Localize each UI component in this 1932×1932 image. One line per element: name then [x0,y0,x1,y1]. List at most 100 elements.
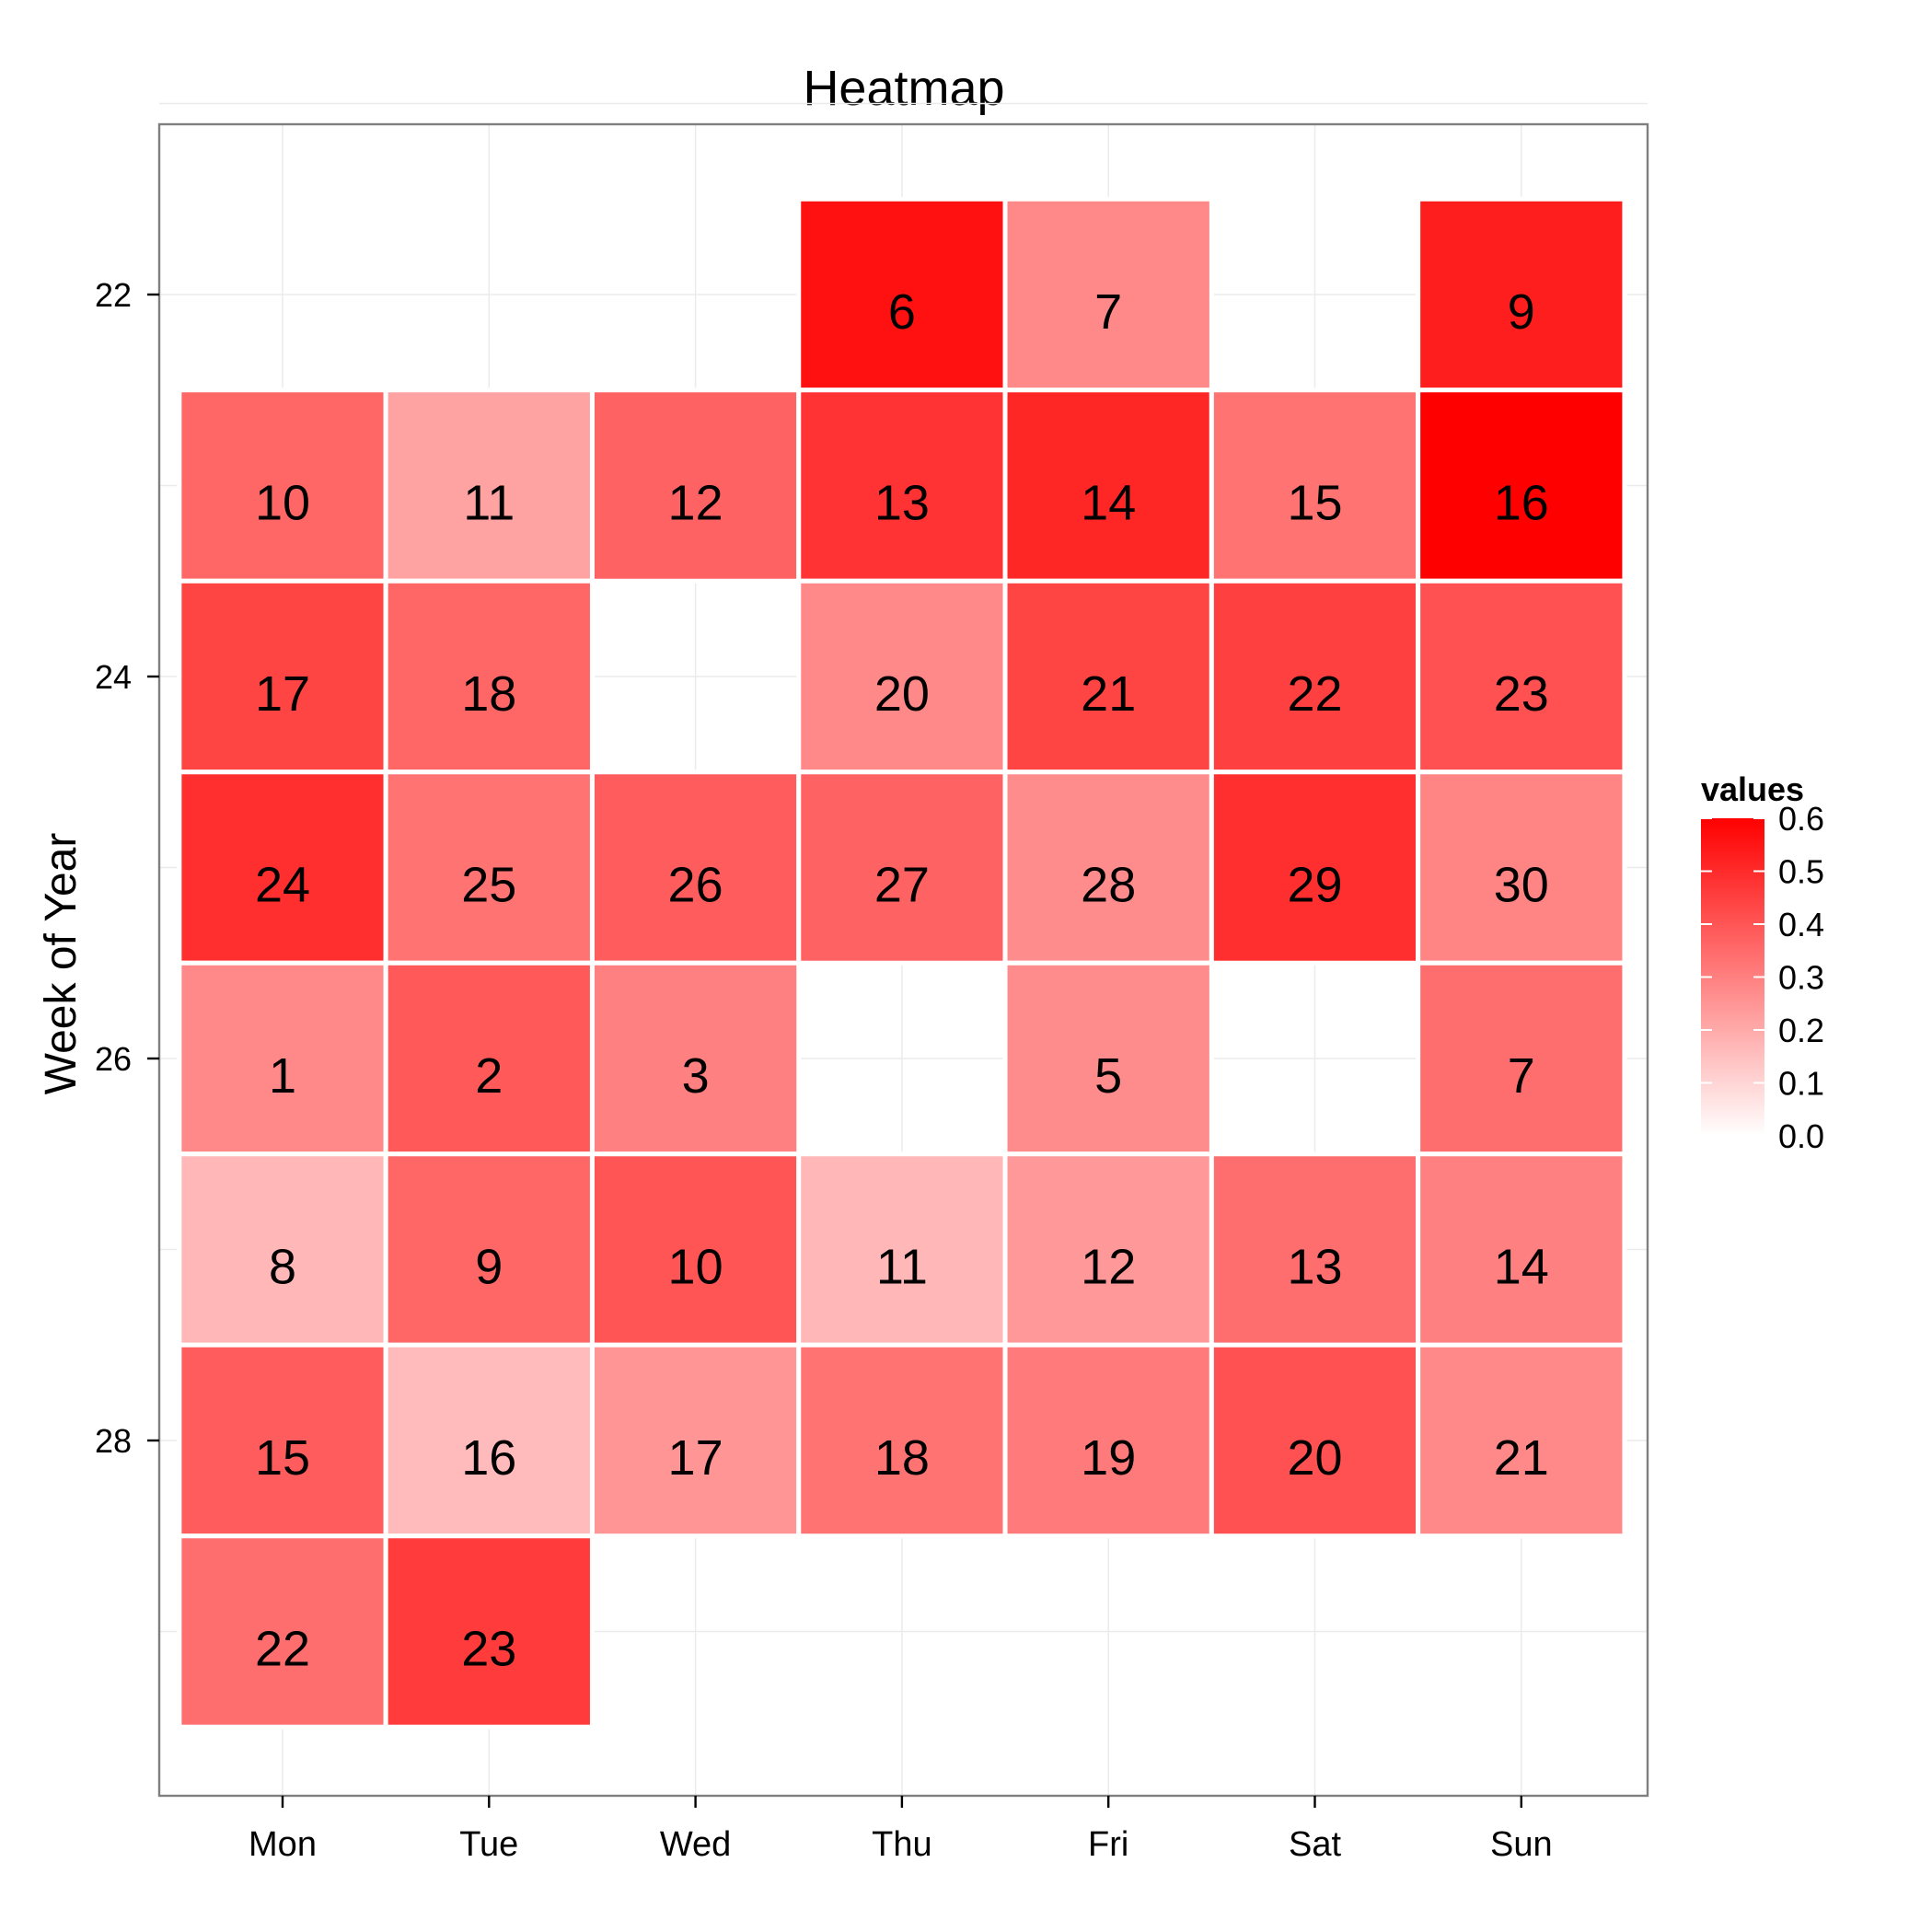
y-axis-title: Week of Year [37,833,86,1095]
x-tick-label: Mon [249,1825,317,1864]
heatmap-cell [589,1342,802,1539]
cell-label: 25 [461,858,516,913]
chart-title: Heatmap [803,61,1004,116]
heatmap-cell [177,388,388,584]
heatmap-cell [383,388,595,584]
heatmap-cell [1416,388,1627,584]
cell-label: 16 [1494,476,1549,531]
cell-label: 28 [1081,858,1136,913]
legend-tick-label: 0.0 [1778,1117,1824,1155]
heatmap-cell [383,1151,595,1348]
cell-label: 18 [461,666,516,722]
heatmap-cell [1416,1342,1627,1539]
cell-label: 8 [269,1240,296,1295]
x-tick-label: Sun [1490,1825,1553,1864]
cell-label: 11 [463,476,515,531]
cell-label: 23 [461,1622,516,1677]
heatmap-cell [177,1151,388,1348]
heatmap-cell [1002,578,1214,775]
cell-label: 14 [1081,476,1136,531]
heatmap-cell [796,196,1008,393]
y-tick-label: 24 [95,658,132,696]
cell-label: 5 [1094,1048,1122,1104]
heatmap-cell [177,578,388,775]
legend-title: values [1701,770,1804,808]
cell-label: 3 [682,1048,710,1104]
heatmap-cell [1416,196,1627,393]
y-tick-label: 22 [95,276,132,314]
cell-label: 15 [255,1430,310,1486]
cell-label: 14 [1494,1240,1549,1295]
heatmap-cell [383,578,595,775]
heatmap-cell [1002,960,1214,1157]
cell-label: 7 [1094,284,1122,340]
heatmap-cell [1002,388,1214,584]
cell-label: 30 [1494,858,1549,913]
legend-ticks: 0.0 0.1 0.2 0.3 0.4 0.5 0.6 [1701,800,1824,1155]
cell-label: 16 [461,1430,516,1486]
y-tick-label: 28 [95,1422,132,1460]
heatmap-cell [383,769,595,966]
cell-label: 10 [255,476,310,531]
y-axis: 22 24 26 28 [95,276,159,1460]
cell-label: 12 [1081,1240,1136,1295]
heatmap-cell [1002,1151,1214,1348]
cell-label: 23 [1494,666,1549,722]
heatmap-cell [1209,1151,1421,1348]
cell-label: 26 [668,858,723,913]
x-tick-label: Thu [872,1825,931,1864]
heatmap-cell [589,388,802,584]
heatmap-cell [383,1533,595,1730]
legend-tick-label: 0.3 [1778,959,1824,997]
legend-tick-label: 0.1 [1778,1065,1824,1103]
heatmap-tiles [177,196,1627,1730]
heatmap-cell [796,1342,1008,1539]
cell-label: 29 [1287,858,1342,913]
heatmap-cell [383,960,595,1157]
cell-label: 10 [668,1240,723,1295]
x-tick-label: Tue [459,1825,518,1864]
cell-label: 9 [475,1240,503,1295]
heatmap-cell [796,388,1008,584]
heatmap-cell [1416,1151,1627,1348]
legend-tick-label: 0.2 [1778,1012,1824,1049]
cell-label: 20 [1287,1430,1342,1486]
legend-tick-label: 0.4 [1778,906,1824,943]
plot-panel-border [157,122,1649,1798]
cell-label: 12 [668,476,723,531]
heatmap-cell [383,1342,595,1539]
cell-label: 11 [876,1240,928,1295]
cell-label: 21 [1081,666,1136,722]
legend-tick-label: 0.5 [1778,853,1824,891]
heatmap-cell [796,769,1008,966]
heatmap-cell [1416,769,1627,966]
heatmap-cell [1209,578,1421,775]
color-legend: values 0.0 0.1 0.2 0.3 0.4 0.5 0.6 [1701,770,1824,1155]
cell-label: 22 [255,1622,310,1677]
x-tick-label: Fri [1088,1825,1128,1864]
cell-label: 2 [475,1048,503,1104]
legend-tick-label: 0.6 [1778,800,1824,838]
cell-label: 7 [1508,1048,1535,1104]
cell-label: 17 [668,1430,723,1486]
cell-label: 15 [1287,476,1342,531]
cell-label: 27 [874,858,930,913]
heatmap-cell [1416,578,1627,775]
heatmap-cell [1002,769,1214,966]
heatmap-cell [1416,960,1627,1157]
cell-label: 19 [1081,1430,1136,1486]
heatmap-cell [796,1151,1008,1348]
y-tick-label: 26 [95,1040,132,1078]
cell-label: 9 [1508,284,1535,340]
x-axis: Mon Tue Wed Thu Fri Sat Sun [249,1796,1553,1864]
cell-label: 1 [269,1048,296,1104]
heatmap-cell [177,960,388,1157]
cell-label: 24 [255,858,310,913]
cell-label: 20 [874,666,930,722]
heatmap-cell [1209,388,1421,584]
cell-label: 13 [874,476,930,531]
x-tick-label: Sat [1289,1825,1341,1864]
